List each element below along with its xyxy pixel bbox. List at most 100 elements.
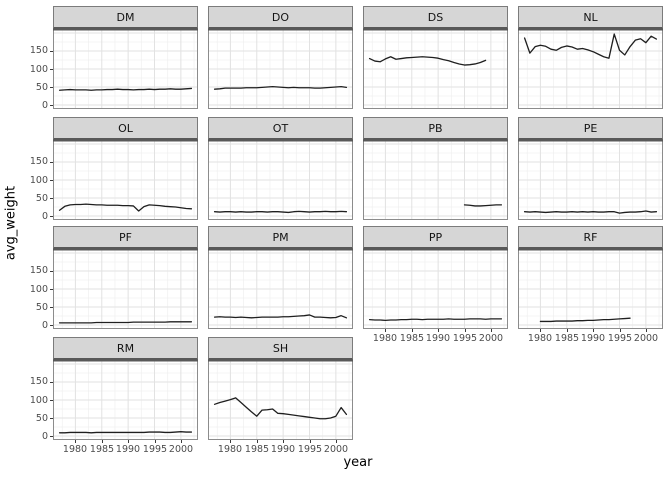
x-axis-title: year [343, 455, 373, 470]
y-tick-label: 100 [29, 64, 48, 75]
y-tick-label: 50 [35, 193, 48, 204]
y-axis-tick [50, 325, 53, 326]
facet-strip-label: NL [583, 10, 598, 24]
x-tick-label: 1995 [142, 444, 168, 455]
facet-NL: NL [518, 6, 663, 109]
facet-strip-label: DM [116, 10, 135, 24]
facet-RF: RF [518, 226, 663, 329]
facet-strip: SH [208, 337, 353, 360]
facet-panel [53, 249, 198, 329]
y-tick-label: 0 [41, 211, 48, 222]
y-axis-tick [50, 271, 53, 272]
y-tick-label: 0 [41, 431, 48, 442]
x-axis-tick [465, 329, 466, 332]
y-axis-tick [50, 418, 53, 419]
facet-strip: RM [53, 337, 198, 360]
y-tick-label: 50 [35, 82, 48, 93]
x-tick-label: 2000 [168, 444, 194, 455]
facet-strip: OT [208, 117, 353, 140]
series-line-PE [523, 210, 658, 214]
y-axis-tick [50, 216, 53, 217]
x-tick-label: 1985 [244, 444, 270, 455]
facet-PM: PM [208, 226, 353, 329]
x-axis-tick [257, 440, 258, 443]
facet-panel [208, 360, 353, 440]
facet-PB: PB [363, 117, 508, 220]
x-axis-tick [336, 440, 337, 443]
x-axis-tick [102, 440, 103, 443]
facet-OL: OL [53, 117, 198, 220]
x-tick-label: 2000 [478, 333, 504, 344]
y-axis-tick [50, 180, 53, 181]
facet-strip-label: PM [272, 230, 289, 244]
facet-strip: PP [363, 226, 508, 249]
series-line-PF [58, 321, 193, 324]
series-line-NL [523, 33, 658, 59]
facet-panel [208, 29, 353, 109]
facet-PP: PP [363, 226, 508, 329]
x-axis-tick [230, 440, 231, 443]
y-axis-tick [50, 87, 53, 88]
x-tick-label: 1985 [399, 333, 425, 344]
x-tick-label: 2000 [323, 444, 349, 455]
facet-panel [53, 140, 198, 220]
x-axis-tick [540, 329, 541, 332]
x-axis-tick [385, 329, 386, 332]
facet-strip: DS [363, 6, 508, 29]
facet-strip-label: DO [271, 10, 290, 24]
x-axis-tick [491, 329, 492, 332]
x-axis-tick [128, 440, 129, 443]
y-tick-label: 0 [41, 320, 48, 331]
x-axis-tick [412, 329, 413, 332]
y-tick-label: 150 [29, 376, 48, 387]
facet-panel [363, 29, 508, 109]
y-tick-label: 100 [29, 395, 48, 406]
y-tick-label: 150 [29, 45, 48, 56]
facet-panel [518, 29, 663, 109]
x-tick-label: 1990 [580, 333, 606, 344]
facet-PF: PF [53, 226, 198, 329]
series-line-DS [368, 56, 487, 66]
x-axis-tick [310, 440, 311, 443]
y-tick-label: 150 [29, 156, 48, 167]
facet-strip: RF [518, 226, 663, 249]
facet-SH: SH [208, 337, 353, 440]
y-axis-tick [50, 162, 53, 163]
x-tick-label: 1980 [62, 444, 88, 455]
x-tick-label: 2000 [633, 333, 659, 344]
x-tick-label: 1985 [89, 444, 115, 455]
facet-strip-label: PP [428, 230, 443, 244]
y-axis-tick [50, 436, 53, 437]
facet-panel [208, 249, 353, 329]
facet-strip: NL [518, 6, 663, 29]
facet-PE: PE [518, 117, 663, 220]
x-tick-label: 1980 [527, 333, 553, 344]
x-axis-tick [620, 329, 621, 332]
series-line-PM [213, 314, 348, 319]
facet-panel [363, 249, 508, 329]
y-tick-label: 50 [35, 413, 48, 424]
y-axis-tick [50, 382, 53, 383]
facet-strip-label: DS [427, 10, 444, 24]
facet-OT: OT [208, 117, 353, 220]
series-line-OL [58, 203, 193, 212]
series-line-PP [368, 318, 503, 321]
facet-strip: PF [53, 226, 198, 249]
facet-panel [518, 249, 663, 329]
facet-strip: DO [208, 6, 353, 29]
x-axis-tick [75, 440, 76, 443]
series-line-RF [539, 317, 631, 323]
facet-strip-label: OT [272, 121, 289, 135]
series-line-OT [213, 210, 348, 214]
facet-strip-label: PF [119, 230, 132, 244]
y-axis-tick [50, 69, 53, 70]
y-axis-tick [50, 307, 53, 308]
x-tick-label: 1985 [554, 333, 580, 344]
facet-panel [208, 140, 353, 220]
x-tick-label: 1995 [452, 333, 478, 344]
y-axis-tick [50, 400, 53, 401]
facet-RM: RM [53, 337, 198, 440]
y-tick-label: 150 [29, 265, 48, 276]
y-axis-tick [50, 289, 53, 290]
